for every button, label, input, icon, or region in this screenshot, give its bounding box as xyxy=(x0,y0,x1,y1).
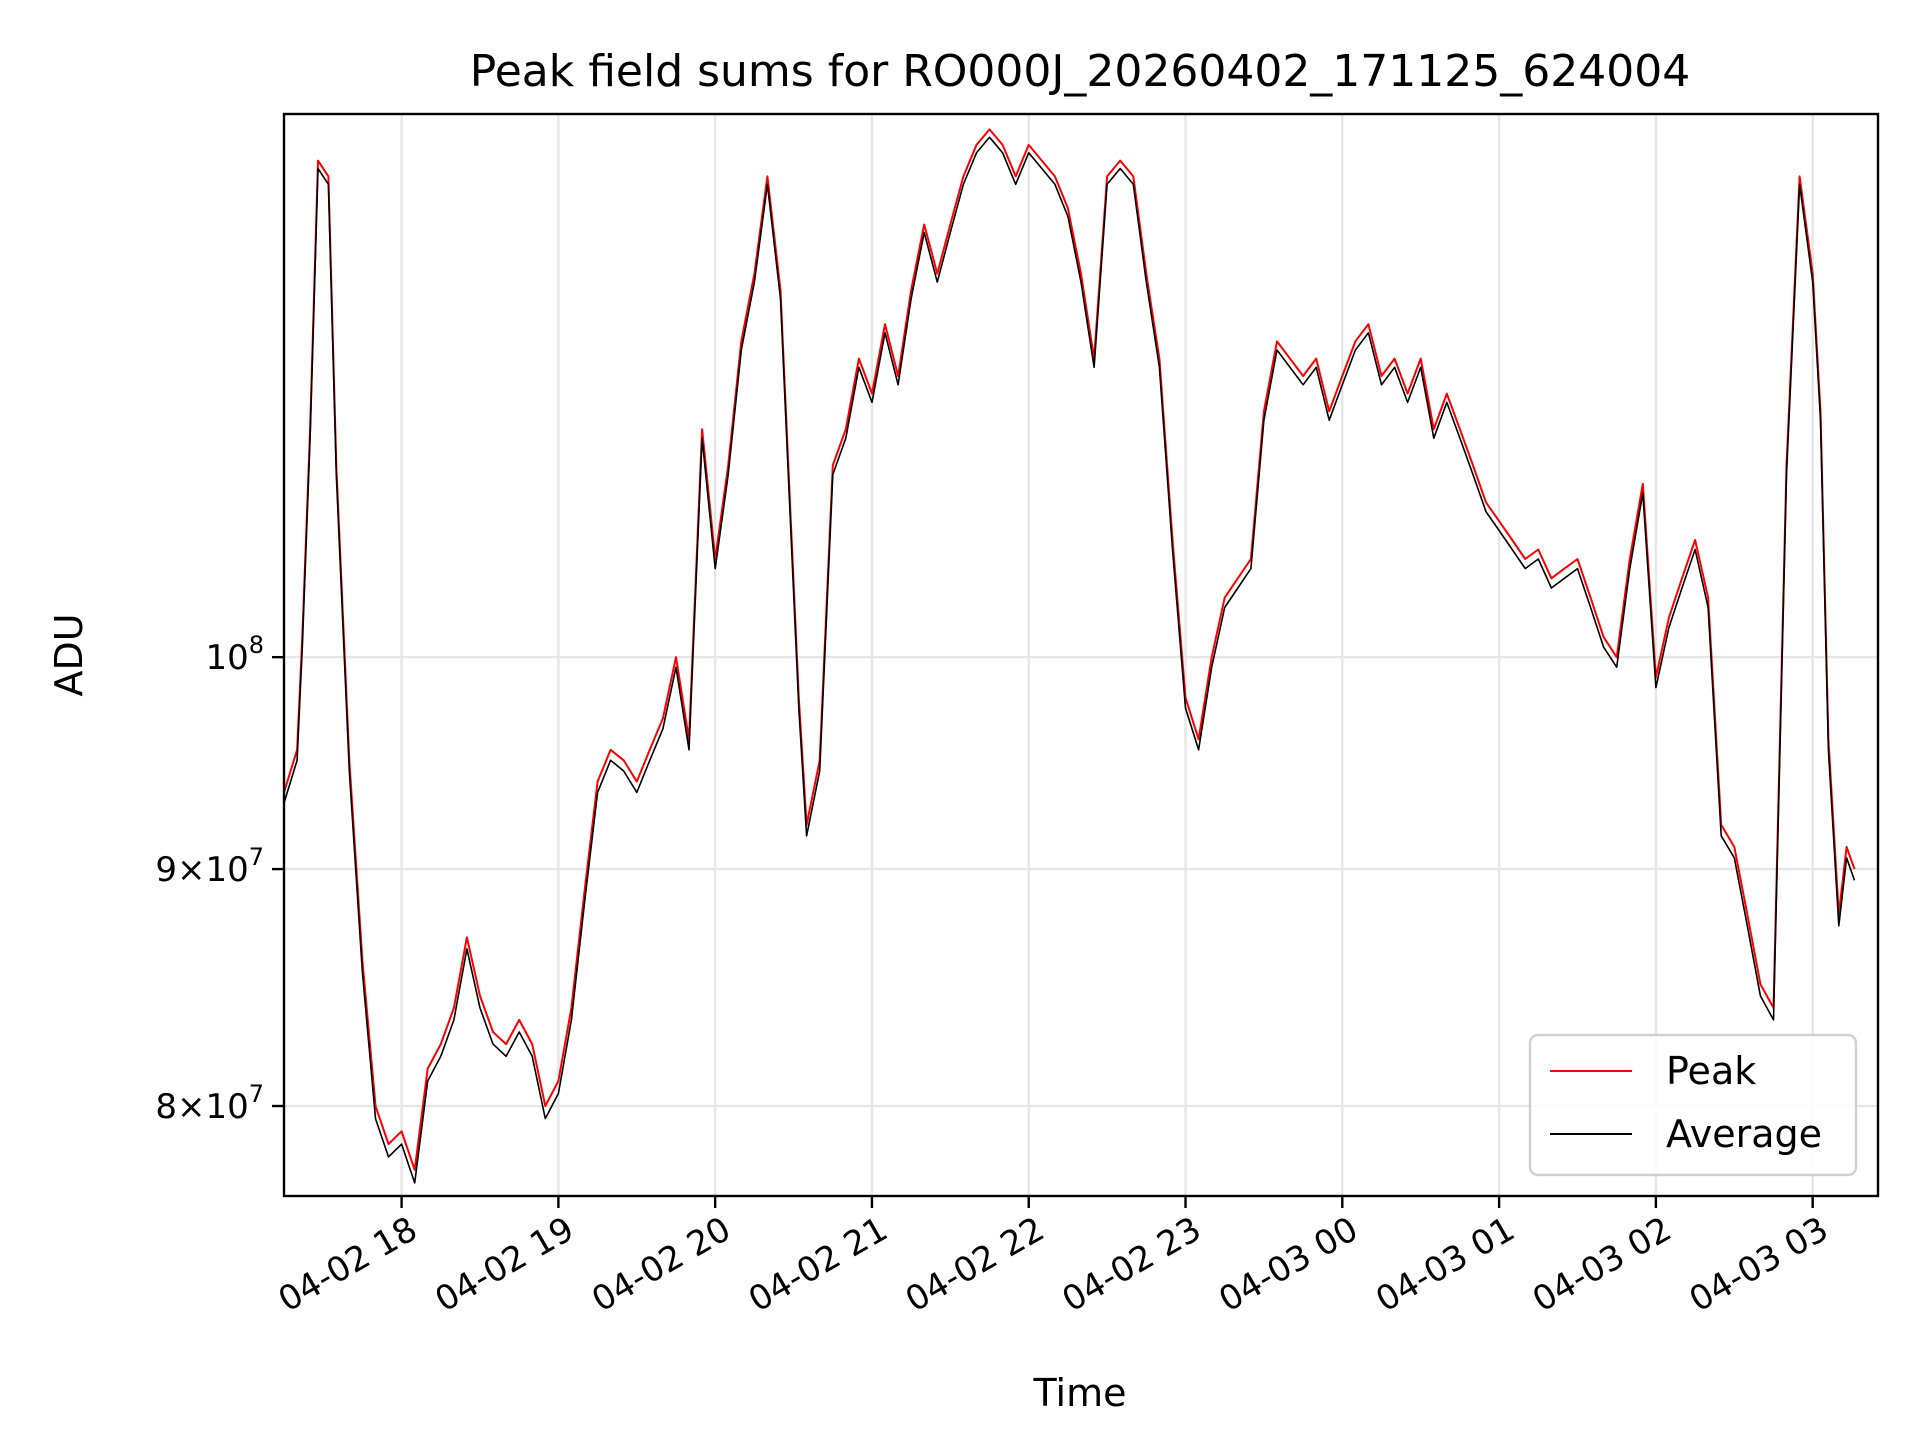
y-tick-label: 108 xyxy=(205,631,264,678)
x-tick-label: 04-02 19 xyxy=(428,1209,580,1320)
chart-title: Peak field sums for RO000J_20260402_1711… xyxy=(470,46,1691,97)
grid xyxy=(284,114,1878,1196)
y-axis-label: ADU xyxy=(47,613,91,696)
series-lines xyxy=(283,128,1856,1184)
x-tick-label: 04-02 23 xyxy=(1056,1209,1208,1320)
legend-label-average: Average xyxy=(1666,1112,1822,1156)
x-tick-label: 04-02 20 xyxy=(585,1209,737,1320)
series-line-average xyxy=(283,136,1856,1184)
x-tick-label: 04-02 18 xyxy=(272,1209,424,1320)
x-tick-label: 04-03 03 xyxy=(1683,1209,1835,1320)
x-tick-label: 04-03 02 xyxy=(1526,1209,1678,1320)
x-tick-label: 04-02 21 xyxy=(742,1209,894,1320)
y-axis: 8×107 9×107 108 xyxy=(155,631,284,1127)
x-axis: 04-02 18 04-02 19 04-02 20 04-02 21 04-02 22… xyxy=(272,1196,1835,1320)
x-axis-label: Time xyxy=(1033,1371,1127,1415)
plot-frame xyxy=(282,112,1880,1198)
x-tick-label: 04-03 00 xyxy=(1212,1209,1364,1320)
legend-label-peak: Peak xyxy=(1666,1049,1756,1093)
series-line-peak xyxy=(283,128,1856,1171)
x-tick-label: 04-02 22 xyxy=(899,1209,1051,1320)
y-tick-label: 8×107 xyxy=(155,1080,264,1127)
legend: Peak Average xyxy=(1528,1033,1858,1177)
y-tick-label: 9×107 xyxy=(155,843,264,890)
x-tick-label: 04-03 01 xyxy=(1369,1209,1521,1320)
